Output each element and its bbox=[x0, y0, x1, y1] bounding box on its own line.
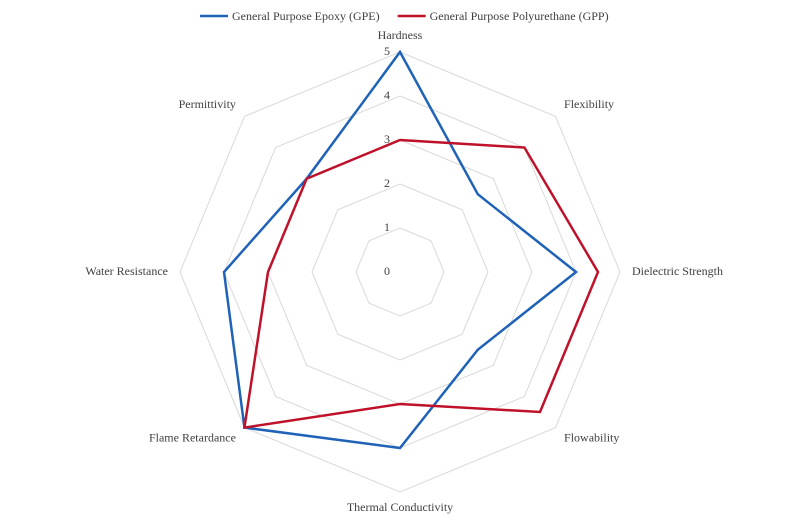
legend-label: General Purpose Epoxy (GPE) bbox=[232, 9, 380, 23]
series-line bbox=[242, 138, 600, 430]
series-line bbox=[222, 49, 579, 450]
r-tick-label: 1 bbox=[384, 220, 390, 234]
category-label: Permittivity bbox=[179, 97, 236, 111]
r-tick-label: 2 bbox=[384, 176, 390, 190]
category-label: Flame Retardance bbox=[149, 431, 236, 445]
grid-line bbox=[355, 227, 445, 317]
category-label: Flowability bbox=[564, 431, 619, 445]
grid-line bbox=[179, 51, 621, 493]
grid-line bbox=[311, 183, 489, 361]
category-label: Hardness bbox=[378, 28, 423, 42]
category-label: Thermal Conductivity bbox=[347, 500, 453, 514]
r-tick-label: 4 bbox=[384, 88, 390, 102]
category-label: Water Resistance bbox=[85, 264, 168, 278]
category-label: Dielectric Strength bbox=[632, 264, 723, 278]
r-tick-label: 5 bbox=[384, 44, 390, 58]
r-tick-label: 0 bbox=[384, 264, 390, 278]
grid-line bbox=[223, 95, 577, 449]
legend-label: General Purpose Polyurethane (GPP) bbox=[430, 9, 609, 23]
r-tick-label: 3 bbox=[384, 132, 390, 146]
category-label: Flexibility bbox=[564, 97, 614, 111]
